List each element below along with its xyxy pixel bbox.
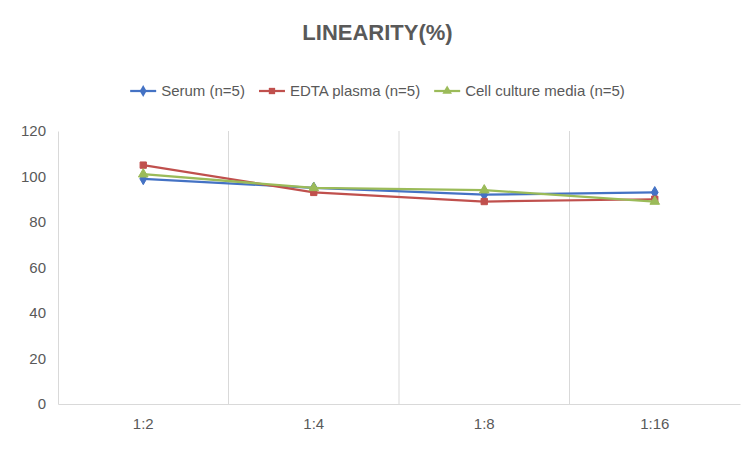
y-axis-line — [58, 132, 59, 405]
legend-label: EDTA plasma (n=5) — [290, 82, 420, 99]
marker — [479, 185, 489, 193]
y-tick-label: 100 — [21, 168, 46, 185]
legend-label: Serum (n=5) — [161, 82, 245, 99]
legend-marker — [140, 85, 147, 97]
x-tick-label: 1:2 — [133, 415, 154, 432]
y-tick: 60 — [29, 259, 58, 276]
series-line — [143, 174, 655, 201]
legend-item: EDTA plasma (n=5) — [259, 82, 420, 99]
legend-label: Cell culture media (n=5) — [465, 82, 625, 99]
x-tick: 1:16 — [640, 404, 669, 432]
legend-marker — [442, 85, 452, 93]
y-tick: 120 — [21, 122, 58, 139]
legend-item: Cell culture media (n=5) — [434, 82, 625, 99]
y-tick: 80 — [29, 213, 58, 230]
chart: LINEARITY(%) 0 20 40 60 80 100 120 1:2 1:4 1:8 1:16… — [0, 0, 755, 451]
y-tick: 100 — [21, 168, 58, 185]
marker — [481, 198, 487, 204]
x-tick: 1:8 — [474, 404, 495, 432]
x-tick-label: 1:4 — [303, 415, 324, 432]
x-axis-line — [59, 404, 741, 405]
y-tick-label: 20 — [29, 350, 46, 367]
y-tick: 40 — [29, 304, 58, 321]
y-tick-label: 40 — [29, 304, 46, 321]
x-axis: 1:2 1:4 1:8 1:16 — [59, 404, 741, 432]
series-group — [138, 162, 659, 205]
y-tick-label: 120 — [21, 122, 46, 139]
marker — [140, 162, 146, 168]
marker — [138, 169, 148, 177]
grid-line — [399, 131, 400, 404]
marker — [650, 196, 660, 204]
legend-marker — [269, 88, 275, 94]
title: LINEARITY(%) — [302, 20, 452, 45]
series-line — [143, 165, 655, 201]
grid-line — [228, 131, 229, 404]
y-axis: 0 20 40 60 80 100 120 — [21, 122, 59, 412]
x-tick: 1:4 — [303, 404, 324, 432]
y-tick: 20 — [29, 350, 58, 367]
plot: 0 20 40 60 80 100 120 1:2 1:4 1:8 1:16 — [21, 122, 741, 431]
y-tick-label: 60 — [29, 259, 46, 276]
y-tick-label: 0 — [38, 395, 46, 412]
x-tick: 1:2 — [133, 404, 154, 432]
y-tick-label: 80 — [29, 213, 46, 230]
x-tick-label: 1:8 — [474, 415, 495, 432]
x-tick-label: 1:16 — [640, 415, 669, 432]
legend: Serum (n=5) EDTA plasma (n=5) Cell culture… — [130, 82, 625, 99]
legend-item: Serum (n=5) — [130, 82, 245, 99]
marker — [309, 182, 319, 190]
y-tick: 0 — [38, 395, 58, 412]
grid-line — [569, 131, 570, 404]
